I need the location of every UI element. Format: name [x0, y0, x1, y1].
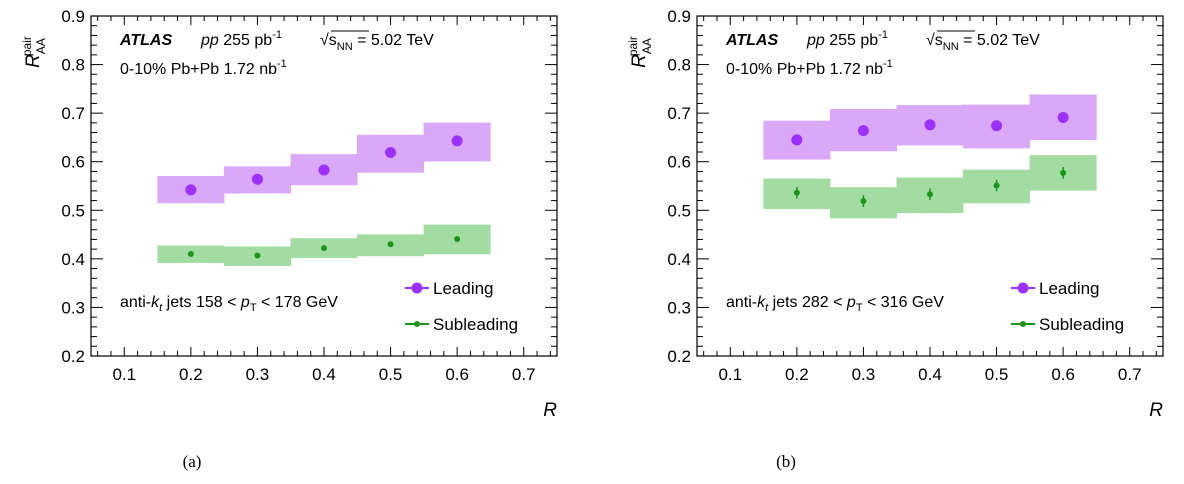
c1-x-tick-label: 0.6 [1051, 365, 1075, 384]
c0-data-point-leading [385, 146, 397, 158]
c1-x-tick-label: 0.5 [985, 365, 1009, 384]
c0-x-tick-label: 0.4 [312, 365, 336, 384]
c1-x-tick-label: 0.4 [918, 365, 942, 384]
c1-x-tick-label: 0.3 [852, 365, 876, 384]
c0-data-point-subleading [454, 235, 461, 242]
c0-x-tick-label: 0.3 [246, 365, 270, 384]
c1-x-tick-label: 0.7 [1118, 365, 1142, 384]
c1-data-point-leading [924, 119, 936, 131]
c0-y-tick-label: 0.6 [61, 153, 85, 172]
c1-y-tick-label: 0.6 [667, 153, 691, 172]
c1-data-point-leading [991, 120, 1003, 132]
c0-y-tick-label: 0.7 [61, 104, 85, 123]
c0-data-point-subleading [321, 245, 327, 252]
c0-x-tick-label: 0.5 [379, 365, 403, 384]
c1-energy-label: √sNN = 5.02 TeV [926, 32, 1040, 53]
c1-legend-marker-leading [1017, 282, 1029, 294]
c0-y-tick-label: 0.3 [61, 298, 85, 317]
c0-data-point-leading [185, 184, 197, 196]
c0-legend-label-leading: Leading [433, 279, 494, 298]
c1-data-point-subleading [793, 189, 800, 196]
c1-pp-lumi-label: pp 255 pb-1 [806, 29, 888, 49]
c0-y-tick-label: 0.4 [61, 250, 85, 269]
c1-data-point-leading [1057, 112, 1069, 124]
c1-data-point-subleading [1060, 169, 1067, 176]
c1-data-point-leading [791, 134, 803, 146]
c0-x-tick-label: 0.7 [512, 365, 536, 384]
c1-y-tick-label: 0.7 [667, 104, 691, 123]
c0-pp-lumi-label: pp 255 pb-1 [200, 29, 282, 49]
c0-y-tick-label: 0.8 [61, 56, 85, 75]
panel-label-a: (a) [182, 452, 202, 471]
c1-y-tick-label: 0.3 [667, 298, 691, 317]
c1-y-axis-label: RAApair [626, 36, 654, 68]
c1-centrality-label: 0-10% Pb+Pb 1.72 nb-1 [726, 58, 893, 78]
c0-legend-marker-subleading [414, 321, 420, 327]
c1-y-tick-label: 0.8 [667, 56, 691, 75]
c0-data-point-subleading [187, 251, 194, 257]
c0-data-point-leading [251, 173, 263, 185]
c1-data-point-subleading [860, 198, 867, 205]
c1-y-tick-label: 0.5 [667, 201, 691, 220]
c1-legend-label-subleading: Subleading [1039, 315, 1124, 334]
c0-x-tick-label: 0.2 [179, 365, 203, 384]
c0-centrality-label: 0-10% Pb+Pb 1.72 nb-1 [120, 58, 287, 78]
c1-data-point-subleading [927, 191, 933, 198]
c1-data-point-leading [857, 125, 869, 137]
c1-y-tick-label: 0.4 [667, 250, 691, 269]
c0-y-axis-label: RAApair [20, 36, 48, 68]
c1-y-tick-label: 0.2 [667, 347, 691, 366]
c1-x-tick-label: 0.1 [718, 365, 742, 384]
c0-data-point-subleading [387, 241, 394, 248]
c0-data-point-subleading [254, 252, 261, 259]
c0-data-point-leading [318, 164, 330, 176]
c1-legend-label-leading: Leading [1039, 279, 1100, 298]
c0-atlas-label: ATLAS [119, 32, 172, 49]
c1-legend-marker-subleading [1020, 321, 1026, 327]
c1-atlas-label: ATLAS [725, 32, 778, 49]
c1-data-point-subleading [993, 182, 1000, 189]
c0-y-tick-label: 0.2 [61, 347, 85, 366]
c0-jets-label: anti-kt jets 158 < pT < 178 GeV [120, 294, 338, 314]
c0-legend-label-subleading: Subleading [433, 315, 518, 334]
c0-x-tick-label: 0.1 [112, 365, 136, 384]
c1-x-axis-label: R [1149, 400, 1163, 421]
c1-jets-label: anti-kt jets 282 < pT < 316 GeV [726, 294, 944, 314]
c1-x-tick-label: 0.2 [785, 365, 809, 384]
c0-legend-marker-leading [411, 282, 423, 294]
c0-y-tick-label: 0.9 [61, 7, 85, 26]
panel-label-b: (b) [776, 452, 796, 471]
c0-y-tick-label: 0.5 [61, 201, 85, 220]
c0-x-tick-label: 0.6 [445, 365, 469, 384]
c0-data-point-leading [451, 135, 463, 147]
c1-y-tick-label: 0.9 [667, 7, 691, 26]
c0-x-axis-label: R [543, 400, 557, 421]
c0-energy-label: √sNN = 5.02 TeV [320, 32, 434, 53]
